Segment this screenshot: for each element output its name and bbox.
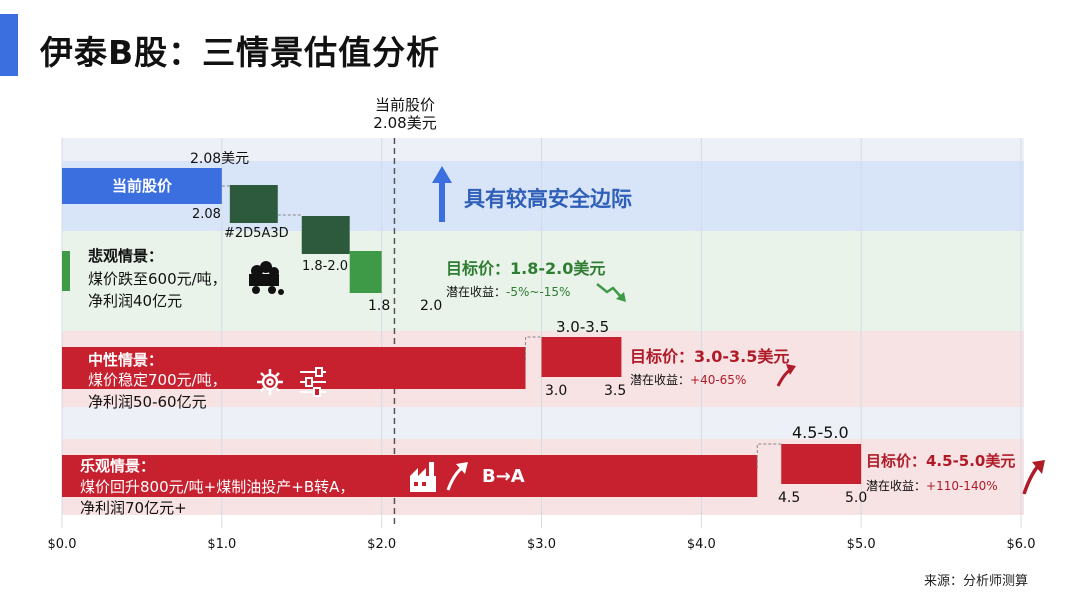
neutral-high-label: 3.5 [604,383,627,399]
connector-optimistic [756,443,782,468]
pessimistic-return: 潜在收益：-5%~-15% [446,285,571,299]
neutral-return: 潜在收益：+40-65% [630,373,747,387]
optimistic-title: 乐观情景： [80,457,156,475]
title-accent-bar [0,14,18,76]
current-value-label: 2.08 [192,207,221,222]
bar-neutral-target [541,337,622,377]
bar-pessimistic-marker [62,251,70,291]
bar-optimistic-target [781,444,862,484]
neutral-low-label: 3.0 [545,383,568,399]
bar-pessimistic-target [349,251,382,293]
pessimistic-target: 目标价：1.8-2.0美元 [446,259,606,278]
neutral-range-label: 3.0-3.5 [556,318,610,336]
current-note-label: #2D5A3D [224,226,289,241]
neutral-target: 目标价：3.0-3.5美元 [630,347,790,366]
optimistic-line2: 净利润70亿元+ [80,499,187,517]
factory-icon [410,462,436,492]
coal-cart-icon [249,261,284,295]
x-tick-label: $2.0 [367,537,397,552]
up-arrow-icon [432,166,452,222]
bar-neutral [62,347,526,389]
bar-pessimistic-bridge-2 [301,216,350,254]
trend-up-icon-neutral [776,364,796,387]
x-tick-label: $1.0 [207,537,237,552]
bar-optimistic [62,455,758,497]
pessimistic-high-label: 2.0 [420,298,443,314]
bar-current-price [62,168,222,204]
current-bar-label: 当前股价 [111,177,172,195]
trend-down-icon [596,283,626,302]
trend-up-icon-optimistic [1022,460,1045,495]
optimistic-low-label: 4.5 [778,490,801,506]
optimistic-conversion: B→A [482,466,525,487]
pessimistic-line2: 净利润40亿元 [88,292,183,310]
connector-neutral [525,336,542,360]
x-tick-label: $3.0 [527,537,556,552]
bar-pessimistic-bridge-1 [229,185,278,223]
x-tick-label: $6.0 [1006,537,1036,552]
optimistic-range-label: 4.5-5.0 [792,423,849,442]
sliders-icon [300,367,326,397]
current-top-label: 2.08美元 [190,151,250,167]
optimistic-high-label: 5.0 [845,490,868,506]
neutral-line1: 煤价稳定700元/吨， [88,371,227,389]
pessimistic-low-label: 1.8 [368,298,391,314]
x-tick-label: $4.0 [686,537,716,552]
source-note: 来源：分析师测算 [923,574,1028,589]
pessimistic-title: 悲观情景： [88,247,164,265]
pessimistic-range-label: 1.8-2.0 [302,259,349,274]
optimistic-target: 目标价：4.5-5.0美元 [866,452,1016,470]
optimistic-return: 潜在收益：+110-140% [866,479,998,493]
page-title: 伊泰B股：三情景估值分析 [40,33,441,72]
x-tick-label: $0.0 [47,537,77,552]
pessimistic-line1: 煤价跌至600元/吨， [88,270,227,288]
current-price-marker-label: 当前股价 2.08美元 [373,96,437,132]
safety-margin-text: 具有较高安全边际 [464,187,632,211]
trend-up-icon-conversion [446,462,468,491]
bar-connectors [221,185,782,468]
neutral-line2: 净利润50-60亿元 [88,393,207,411]
x-tick-label: $5.0 [846,537,876,552]
band-top-gray [62,138,1024,161]
gear-icon [257,369,283,395]
neutral-title: 中性情景： [88,351,164,369]
optimistic-line1: 煤价回升800元/吨+煤制油投产+B转A， [80,478,355,496]
